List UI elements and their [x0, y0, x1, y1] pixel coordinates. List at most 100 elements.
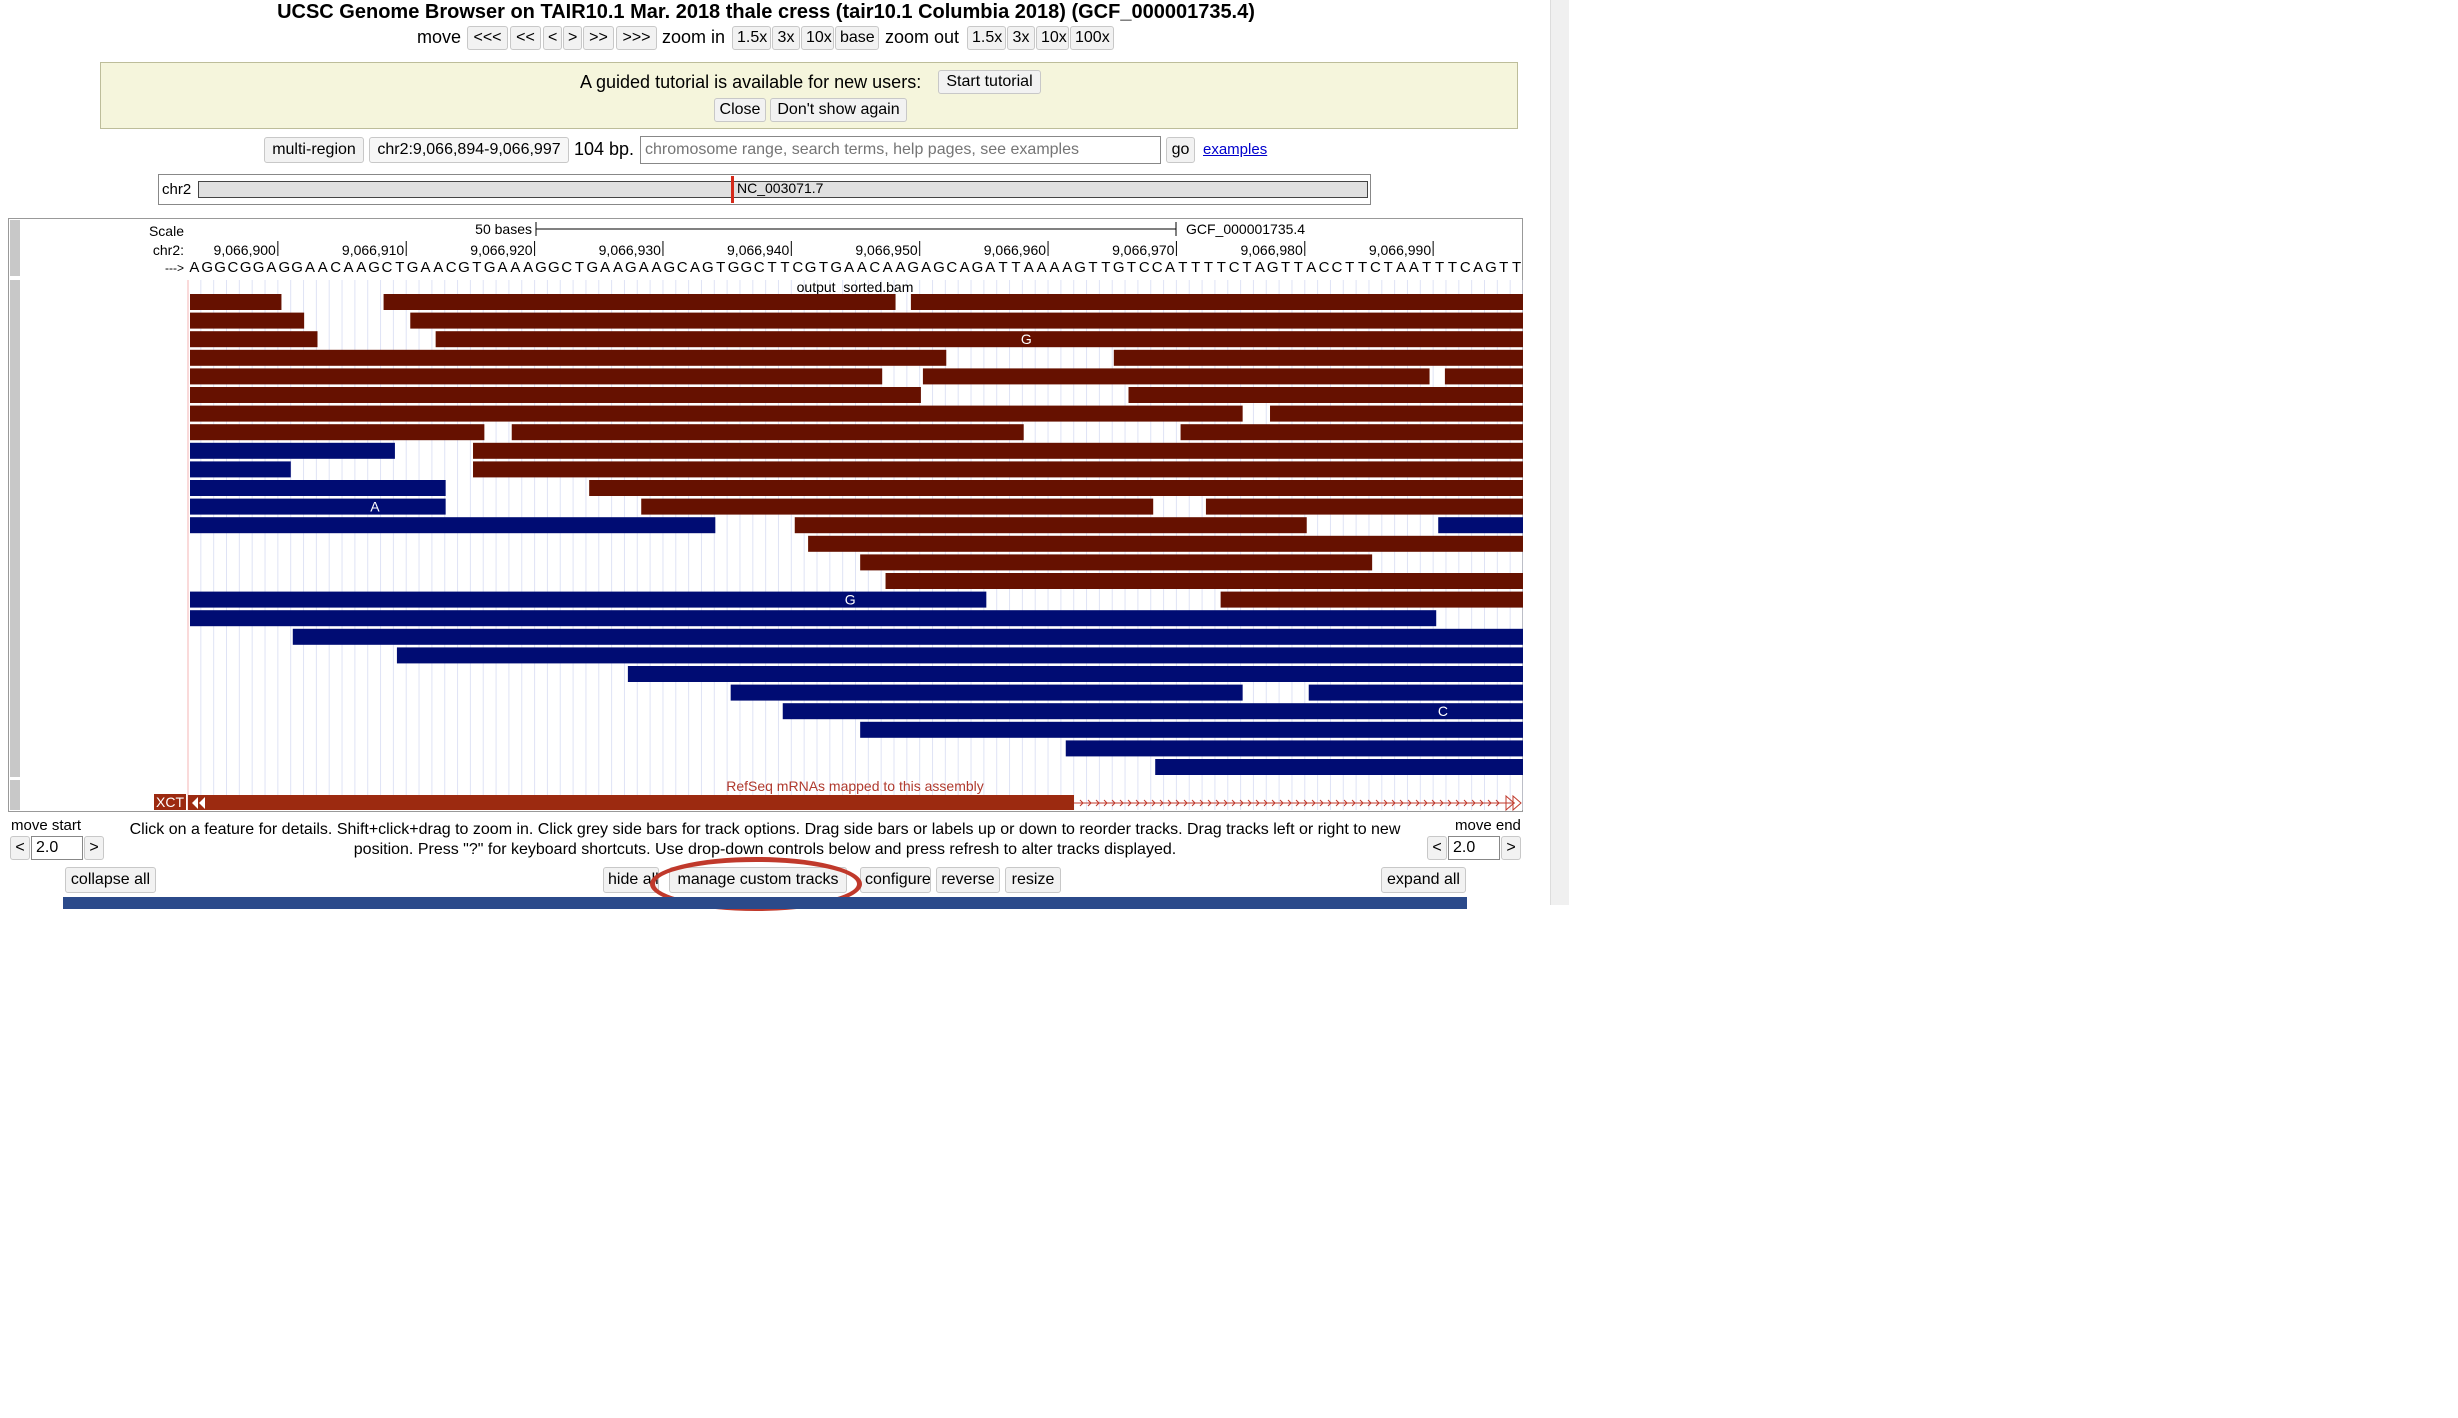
reverse-read[interactable] — [782, 703, 1523, 720]
forward-read[interactable] — [410, 312, 1523, 329]
move-end-input[interactable] — [1448, 836, 1500, 860]
sequence-base: G — [587, 259, 599, 276]
track-side-bars[interactable] — [10, 220, 20, 810]
forward-read[interactable] — [473, 442, 1523, 459]
reverse-read[interactable] — [860, 721, 1523, 738]
move-end-right-button[interactable]: > — [1501, 836, 1521, 860]
bam-track-label[interactable]: output_sorted.bam — [797, 279, 914, 295]
forward-read[interactable] — [1444, 368, 1523, 385]
tutorial-close-button[interactable]: Close — [714, 98, 766, 122]
move-start-input[interactable] — [31, 836, 83, 860]
forward-read[interactable] — [1220, 591, 1523, 608]
zoom-in-1-5x-button[interactable]: 1.5x — [732, 26, 771, 50]
reverse-read[interactable] — [730, 684, 1243, 701]
forward-read[interactable] — [1205, 498, 1523, 515]
forward-read[interactable] — [190, 424, 485, 441]
forward-read[interactable] — [922, 368, 1430, 385]
search-input[interactable] — [640, 136, 1161, 164]
forward-read[interactable] — [473, 461, 1523, 478]
forward-read[interactable] — [190, 312, 305, 329]
dont-show-again-button[interactable]: Don't show again — [770, 98, 907, 122]
refseq-gene-label-box[interactable] — [154, 794, 186, 810]
hide-all-button[interactable]: hide all — [603, 867, 659, 893]
forward-read[interactable] — [589, 480, 1523, 496]
zoom-out-100x-button[interactable]: 100x — [1070, 26, 1114, 50]
move-far-right-button[interactable]: >>> — [616, 26, 657, 50]
reverse-read[interactable] — [1065, 740, 1523, 757]
zoom-out-10x-button[interactable]: 10x — [1036, 26, 1069, 50]
forward-read[interactable] — [885, 573, 1523, 589]
window-scrollbar[interactable] — [1550, 0, 1569, 905]
reverse-read[interactable] — [1155, 759, 1523, 775]
reverse-read[interactable] — [396, 647, 1523, 664]
forward-read[interactable] — [794, 517, 1307, 534]
refseq-feature-block[interactable] — [188, 795, 1074, 810]
reverse-read[interactable] — [627, 666, 1523, 682]
bam-reads[interactable]: G A G C — [190, 294, 1523, 775]
reverse-read[interactable] — [190, 480, 446, 496]
sequence-base: A — [883, 259, 893, 276]
refseq-gene-label[interactable]: XCT — [156, 794, 184, 810]
reverse-read[interactable] — [1308, 684, 1523, 701]
forward-read[interactable] — [860, 554, 1373, 571]
reverse-read[interactable] — [190, 498, 446, 515]
collapse-all-button[interactable]: collapse all — [65, 867, 156, 893]
sequence-base: G — [741, 259, 753, 276]
reverse-button[interactable]: reverse — [936, 867, 1000, 893]
forward-read[interactable] — [641, 498, 1154, 515]
go-button[interactable]: go — [1166, 137, 1195, 163]
move-end-left-button[interactable]: < — [1427, 836, 1447, 860]
forward-read[interactable] — [1270, 405, 1523, 422]
forward-read[interactable] — [808, 535, 1523, 552]
zoom-in-3x-button[interactable]: 3x — [772, 26, 800, 50]
reverse-read[interactable] — [292, 628, 1523, 645]
configure-button[interactable]: configure — [860, 867, 931, 893]
intron-chevron — [1103, 799, 1108, 807]
forward-read[interactable] — [1113, 349, 1523, 366]
reverse-read[interactable] — [190, 517, 716, 534]
side-bar-base-position[interactable] — [10, 220, 20, 276]
zoom-out-3x-button[interactable]: 3x — [1007, 26, 1035, 50]
move-right-button[interactable]: >> — [583, 26, 614, 50]
forward-read[interactable] — [1180, 424, 1523, 441]
forward-read[interactable] — [190, 331, 318, 348]
intron-chevron — [1375, 799, 1380, 807]
assembly-label: GCF_000001735.4 — [1186, 221, 1305, 237]
reverse-read[interactable] — [190, 591, 987, 608]
reverse-read[interactable] — [190, 442, 395, 459]
zoom-out-1-5x-button[interactable]: 1.5x — [967, 26, 1006, 50]
side-bar-refseq-track[interactable] — [10, 780, 20, 810]
start-tutorial-button[interactable]: Start tutorial — [938, 70, 1041, 94]
forward-read[interactable] — [511, 424, 1024, 441]
genome-track-image[interactable]: Scale chr2: ---> 50 bases GCF_000001735.… — [8, 218, 1523, 812]
forward-read[interactable] — [190, 405, 1243, 422]
side-bar-bam-track[interactable] — [10, 280, 20, 777]
refseq-track-label[interactable]: RefSeq mRNAs mapped to this assembly — [726, 778, 984, 794]
forward-read[interactable] — [910, 294, 1523, 310]
intron-chevron — [1263, 799, 1268, 807]
forward-read[interactable] — [190, 368, 883, 385]
expand-all-button[interactable]: expand all — [1381, 867, 1466, 893]
zoom-base-button[interactable]: base — [835, 26, 879, 50]
chromosome-ideogram[interactable]: chr2 NC_003071.7 — [158, 174, 1371, 205]
reverse-read[interactable] — [190, 610, 1437, 627]
forward-read[interactable] — [190, 387, 921, 403]
move-start-right-button[interactable]: > — [84, 836, 104, 860]
forward-read[interactable] — [190, 294, 282, 310]
forward-read[interactable] — [1128, 387, 1523, 403]
zoom-in-10x-button[interactable]: 10x — [801, 26, 834, 50]
reverse-read[interactable] — [1438, 517, 1523, 534]
multi-region-button[interactable]: multi-region — [264, 137, 364, 163]
resize-button[interactable]: resize — [1005, 867, 1061, 893]
reverse-read[interactable] — [190, 461, 291, 478]
forward-read[interactable] — [190, 349, 947, 366]
intron-chevron — [1367, 799, 1372, 807]
move-step-right-button[interactable]: > — [563, 26, 582, 50]
move-start-left-button[interactable]: < — [10, 836, 30, 860]
forward-read[interactable] — [435, 331, 1523, 348]
move-far-left-button[interactable]: <<< — [467, 26, 508, 50]
forward-read[interactable] — [383, 294, 896, 310]
examples-link[interactable]: examples — [1203, 141, 1268, 158]
move-left-button[interactable]: << — [510, 26, 541, 50]
move-step-left-button[interactable]: < — [543, 26, 562, 50]
